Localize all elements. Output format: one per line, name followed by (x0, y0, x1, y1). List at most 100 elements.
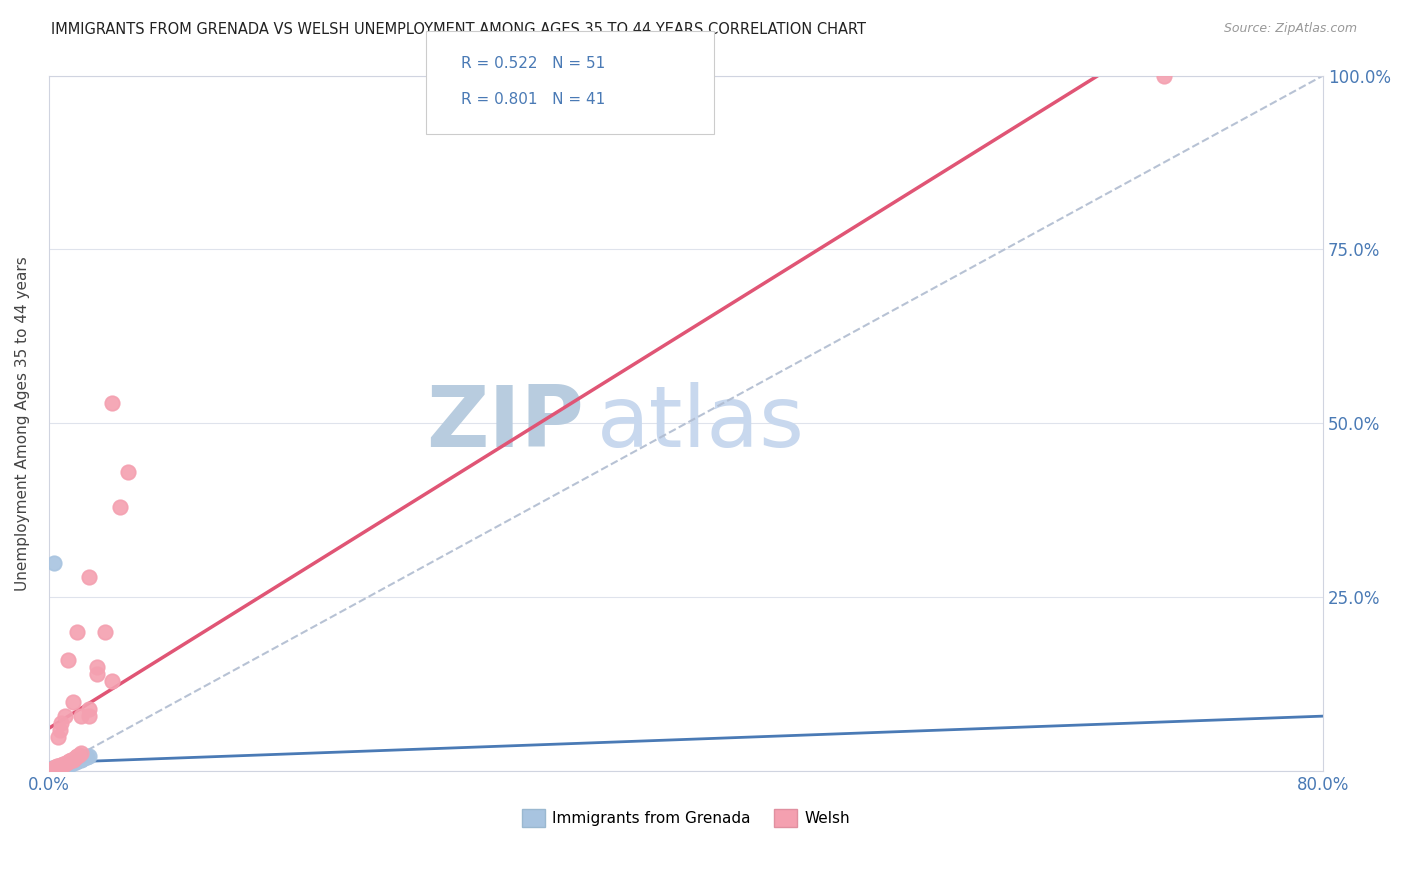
Point (86, 660, 108, 674)
Point (62, 756, 84, 770)
Point (45, 762, 67, 776)
Point (70, 752, 93, 766)
Point (53, 759, 76, 773)
Point (60, 753, 83, 767)
Point (66, 625, 89, 640)
Point (117, 465, 139, 479)
Point (51, 758, 73, 772)
Point (42, 762, 65, 776)
Point (51, 759, 73, 773)
Point (77, 749, 100, 764)
Point (42, 762, 65, 776)
Point (56, 756, 79, 770)
Point (49, 762, 72, 776)
Point (46, 762, 69, 776)
Point (42, 761, 65, 775)
Point (52, 760, 75, 774)
Point (69, 708, 91, 723)
Y-axis label: Unemployment Among Ages 35 to 44 years: Unemployment Among Ages 35 to 44 years (15, 256, 30, 591)
Point (55, 759, 77, 773)
Point (44, 762, 66, 776)
Point (67, 753, 90, 767)
Point (46, 759, 69, 773)
Point (51, 761, 73, 775)
Point (46, 761, 69, 775)
Point (66, 749, 89, 764)
Point (77, 569, 100, 583)
Point (42, 762, 65, 776)
Point (49, 760, 72, 774)
Point (46, 730, 69, 744)
Text: R = 0.522   N = 51: R = 0.522 N = 51 (461, 56, 606, 71)
Point (44, 761, 66, 775)
Point (69, 746, 91, 760)
Point (75, 750, 97, 764)
Point (49, 759, 72, 773)
Point (49, 723, 72, 737)
Point (60, 756, 83, 771)
Point (56, 653, 79, 667)
Point (77, 708, 100, 723)
Point (56, 758, 79, 772)
Point (58, 757, 80, 772)
Point (62, 752, 84, 766)
Point (86, 667, 108, 681)
Point (45, 762, 67, 776)
Point (55, 756, 77, 770)
Point (41, 761, 63, 775)
Point (76, 749, 98, 764)
Point (44, 761, 66, 775)
Point (63, 752, 86, 766)
Point (73, 751, 96, 765)
Point (41, 763, 63, 777)
Point (44, 760, 66, 774)
Point (44, 762, 66, 776)
Point (45, 760, 67, 774)
Point (41, 762, 63, 776)
Point (49, 761, 72, 775)
Point (41, 762, 63, 776)
Point (101, 395, 124, 409)
Point (51, 760, 73, 774)
Point (53, 708, 76, 723)
Point (65, 755, 87, 769)
Text: ZIP: ZIP (426, 382, 583, 465)
Point (69, 752, 91, 766)
Point (93, 625, 115, 640)
Point (46, 762, 69, 776)
Point (44, 763, 66, 777)
Text: atlas: atlas (596, 382, 804, 465)
Point (42, 556, 65, 570)
Point (66, 754, 89, 768)
Point (65, 750, 87, 764)
Point (42, 764, 65, 778)
Point (39, 764, 62, 778)
Point (39, 763, 62, 777)
Point (110, 500, 132, 514)
Point (63, 756, 86, 770)
Text: Source: ZipAtlas.com: Source: ZipAtlas.com (1223, 22, 1357, 36)
Point (67, 747, 90, 762)
Point (1153, 69, 1175, 83)
Point (45, 759, 67, 773)
Point (41, 762, 63, 776)
Point (51, 715, 73, 730)
Point (101, 673, 124, 688)
Point (58, 754, 80, 768)
Point (46, 760, 69, 774)
Text: R = 0.801   N = 41: R = 0.801 N = 41 (461, 92, 606, 107)
Point (42, 763, 65, 777)
Point (77, 702, 100, 716)
Point (41, 764, 63, 778)
Point (53, 756, 76, 771)
Point (53, 759, 76, 773)
Point (45, 760, 67, 774)
Point (45, 761, 67, 775)
Point (62, 695, 84, 709)
Point (52, 757, 75, 772)
Point (52, 759, 75, 773)
Point (45, 763, 67, 777)
Text: IMMIGRANTS FROM GRENADA VS WELSH UNEMPLOYMENT AMONG AGES 35 TO 44 YEARS CORRELAT: IMMIGRANTS FROM GRENADA VS WELSH UNEMPLO… (51, 22, 866, 37)
Legend: Immigrants from Grenada, Welsh: Immigrants from Grenada, Welsh (516, 803, 856, 833)
Point (42, 761, 65, 775)
